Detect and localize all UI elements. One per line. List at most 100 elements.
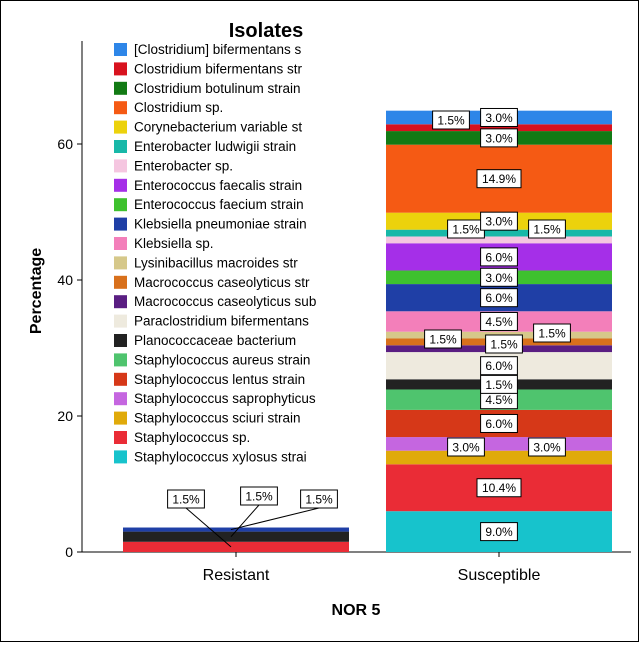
legend-swatch [114,101,127,115]
data-label-group: 1.5% [167,489,205,509]
bar-segment [386,124,612,132]
legend-swatch [114,275,127,289]
y-tick-label: 0 [65,544,73,560]
legend-label: [Clostridium] bifermentans s [134,42,302,57]
bar-segment [386,229,612,237]
data-label-box [480,374,518,394]
legend-swatch [114,431,127,444]
legend-swatch [114,159,127,173]
data-label-box [480,356,518,376]
leader-line [185,507,232,548]
data-label-group: 1.5% [240,486,278,506]
data-label-group: 3.0% [447,437,485,457]
legend-label: Clostridium sp. [134,100,223,115]
legend-swatch [114,256,127,270]
legend-swatch [114,178,127,192]
data-label: 6.0% [485,291,513,305]
data-label-group: 1.5% [533,323,571,343]
leader-line [230,504,260,538]
data-label: 6.0% [485,250,513,264]
y-axis-label: Percentage [28,248,45,334]
data-label-box [480,288,518,308]
legend-swatch [114,43,127,56]
legend-label: Staphylococcus sciuri strain [134,411,301,426]
chart-title: Isolates [229,20,303,42]
data-label-group: 1.5% [447,219,485,239]
data-label-box [480,267,518,287]
data-label-group: 4.5% [480,311,518,331]
legend-label: Enterobacter sp. [134,158,233,173]
data-label-box [480,413,518,433]
legend-label: Lysinibacillus macroides str [134,255,298,270]
data-label-box [447,437,485,457]
legend-swatch [114,62,127,76]
data-label: 9.0% [485,525,513,539]
x-axis-label: NOR 5 [332,602,381,619]
legend-label: Klebsiella sp. [134,236,214,251]
data-label-group: 14.9% [476,169,522,189]
legend-swatch [114,140,127,153]
data-label: 1.5% [533,223,561,237]
data-label-box [432,110,470,130]
data-label-group: 1.5% [300,489,338,509]
leader-line [230,507,320,531]
data-label-group: 10.4% [476,478,522,498]
data-label: 3.0% [452,441,480,455]
data-label: 3.0% [485,131,513,145]
y-ticks: 0 20 40 60 [57,136,82,560]
legend-swatch [114,237,127,250]
bar-segment [123,541,349,552]
data-label-group: 4.5% [480,390,518,410]
data-label-group: 9.0% [480,522,518,542]
data-label-group: 3.0% [480,107,518,127]
bar-segment [386,450,612,465]
data-label-box [476,478,522,498]
legend-label: Macrococcus caseolyticus str [134,275,310,290]
data-label-group: 3.0% [480,211,518,231]
data-label-box [240,486,278,506]
data-label: 1.5% [452,223,480,237]
bar-segment [386,437,612,451]
legend: [Clostridium] bifermentans s Clostridium … [114,42,316,464]
data-label: 1.5% [429,333,457,347]
legend-label: Clostridium bifermentans str [134,61,303,76]
legend-swatch [114,353,127,367]
y-tick-label: 60 [57,136,73,152]
legend-swatch [114,295,127,309]
data-label-group: 1.5% [485,334,523,354]
x-tick-label: Susceptible [458,567,541,584]
data-label: 1.5% [305,493,333,507]
data-label-box [480,522,518,542]
legend-label: Macrococcus caseolyticus sub [134,294,316,309]
bar-segment [123,527,349,532]
legend-label: Staphylococcus lentus strain [134,372,305,387]
legend-label: Enterococcus faecalis strain [134,178,302,193]
data-label-box [424,329,462,349]
legend-swatch [114,217,127,231]
data-label-box [480,311,518,331]
x-ticks: Resistant Susceptible [203,552,541,584]
data-label-group: 1.5% [424,329,462,349]
legend-swatch [114,81,127,95]
legend-swatch [114,372,127,386]
data-label: 6.0% [485,417,513,431]
data-label: 3.0% [485,215,513,229]
legend-label: Enterococcus faecium strain [134,197,304,212]
legend-label: Corynebacterium variable st [134,120,302,135]
bar-segment [123,531,349,542]
y-tick-label: 20 [57,408,73,424]
data-label-box [480,247,518,267]
legend-label: Klebsiella pneumoniae strain [134,217,307,232]
data-label: 1.5% [437,114,465,128]
legend-swatch [114,450,127,464]
data-label: 4.5% [485,315,513,329]
data-label-group: 6.0% [480,356,518,376]
legend-label: Staphylococcus xylosus strai [134,449,307,464]
data-label: 1.5% [485,378,513,392]
data-label: 3.0% [485,271,513,285]
legend-swatch [114,120,127,134]
data-label-group: 3.0% [480,267,518,287]
data-label: 1.5% [538,327,566,341]
